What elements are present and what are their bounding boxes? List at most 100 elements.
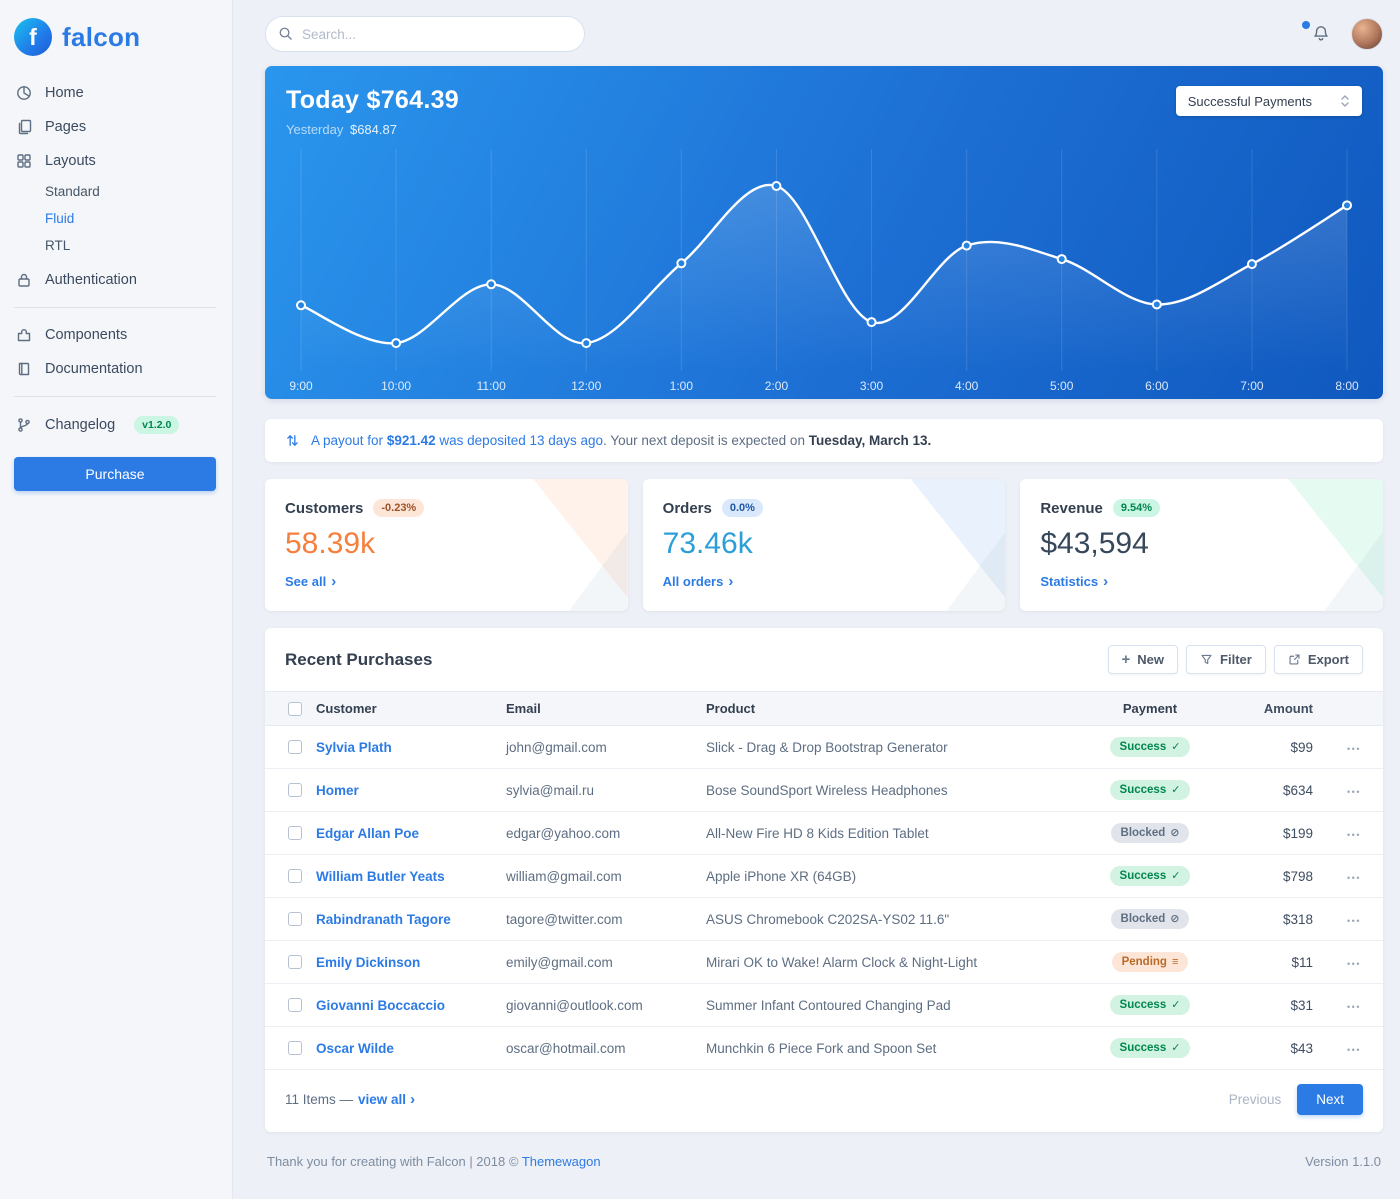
- customers-link[interactable]: See all ›: [285, 573, 337, 590]
- row-actions-button[interactable]: •••: [1347, 786, 1361, 797]
- row-checkbox[interactable]: [288, 869, 302, 883]
- customers-title: Customers: [285, 499, 364, 517]
- row-actions-button[interactable]: •••: [1347, 958, 1361, 969]
- row-actions-button[interactable]: •••: [1347, 1044, 1361, 1055]
- search-input[interactable]: [265, 16, 585, 52]
- amount-cell: $31: [1230, 983, 1325, 1027]
- footer-version: Version 1.1.0: [1305, 1154, 1381, 1169]
- revenue-title: Revenue: [1040, 499, 1103, 517]
- yesterday-label: Yesterday: [286, 122, 344, 137]
- row-checkbox[interactable]: [288, 826, 302, 840]
- customer-link[interactable]: Edgar Allan Poe: [316, 825, 420, 841]
- exchange-arrows-icon: [285, 433, 300, 448]
- amount-cell: $43: [1230, 1026, 1325, 1070]
- row-checkbox[interactable]: [288, 783, 302, 797]
- svg-text:10:00: 10:00: [381, 379, 411, 393]
- customers-card: Customers -0.23% 58.39k See all ›: [265, 479, 628, 611]
- sidebar-item-pages[interactable]: Pages: [14, 110, 216, 144]
- payout-link[interactable]: A payout for $921.42 was deposited 13 da…: [311, 433, 604, 448]
- orders-delta-badge: 0.0%: [721, 499, 763, 517]
- yesterday-total: Yesterday $684.87: [286, 122, 459, 137]
- sidebar-item-standard[interactable]: Standard: [45, 184, 100, 199]
- customer-link[interactable]: William Butler Yeats: [316, 868, 445, 884]
- search-icon: [278, 26, 293, 41]
- row-actions-button[interactable]: •••: [1347, 1001, 1361, 1012]
- export-button[interactable]: Export: [1273, 645, 1363, 674]
- row-actions-button[interactable]: •••: [1347, 743, 1361, 754]
- pages-icon: [16, 119, 32, 135]
- select-all-checkbox[interactable]: [288, 701, 302, 716]
- email-cell: tagore@twitter.com: [494, 897, 694, 941]
- payment-badge: Success ✓: [1109, 1038, 1191, 1058]
- falcon-logo[interactable]: f falcon: [14, 12, 216, 76]
- row-checkbox[interactable]: [288, 1041, 302, 1055]
- chart-header: Today $764.39 Yesterday $684.87 Successf…: [265, 84, 1383, 137]
- sidebar-item-rtl[interactable]: RTL: [45, 238, 71, 253]
- column-header-payment: Payment: [1070, 691, 1230, 726]
- product-cell: Mirari OK to Wake! Alarm Clock & Night-L…: [694, 940, 1070, 984]
- product-cell: Apple iPhone XR (64GB): [694, 854, 1070, 898]
- sidebar-item-fluid[interactable]: Fluid: [45, 211, 75, 226]
- sidebar-item-authentication[interactable]: Authentication: [14, 263, 216, 297]
- export-icon: [1288, 653, 1301, 666]
- next-button[interactable]: Next: [1297, 1084, 1363, 1115]
- logo-letter: f: [29, 23, 37, 50]
- amount-cell: $99: [1230, 725, 1325, 769]
- row-checkbox[interactable]: [288, 740, 302, 754]
- page-footer: Thank you for creating with Falcon | 201…: [265, 1132, 1383, 1199]
- amount-cell: $199: [1230, 811, 1325, 855]
- orders-link[interactable]: All orders ›: [662, 573, 734, 590]
- check-icon: ✓: [1171, 869, 1181, 882]
- today-total: Today $764.39: [286, 86, 459, 114]
- grid-icon: [16, 153, 32, 169]
- sidebar-item-home[interactable]: Home: [14, 76, 216, 110]
- payment-badge: Success ✓: [1109, 780, 1191, 800]
- row-checkbox[interactable]: [288, 998, 302, 1012]
- customer-link[interactable]: Sylvia Plath: [316, 739, 392, 755]
- row-actions-button[interactable]: •••: [1347, 915, 1361, 926]
- sidebar-item-components[interactable]: Components: [14, 318, 216, 352]
- email-cell: oscar@hotmail.com: [494, 1026, 694, 1070]
- sidebar-item-documentation[interactable]: Documentation: [14, 352, 216, 386]
- payments-filter-select[interactable]: Successful Payments: [1175, 86, 1362, 116]
- customer-link[interactable]: Emily Dickinson: [316, 954, 421, 970]
- view-all-link[interactable]: view all ›: [358, 1091, 416, 1108]
- product-cell: Munchkin 6 Piece Fork and Spoon Set: [694, 1026, 1070, 1070]
- table-footer: 11 Items — view all › Previous Next: [265, 1070, 1383, 1132]
- row-actions-button[interactable]: •••: [1347, 872, 1361, 883]
- new-button[interactable]: + New: [1107, 645, 1179, 674]
- row-checkbox[interactable]: [288, 955, 302, 969]
- purchase-button[interactable]: Purchase: [14, 457, 216, 491]
- footer-credit: Thank you for creating with Falcon | 201…: [267, 1154, 601, 1169]
- themewagon-link[interactable]: Themewagon: [521, 1154, 601, 1169]
- svg-text:11:00: 11:00: [477, 379, 506, 393]
- customer-link[interactable]: Oscar Wilde: [316, 1040, 394, 1056]
- row-actions-button[interactable]: •••: [1347, 829, 1361, 840]
- product-cell: All-New Fire HD 8 Kids Edition Tablet: [694, 811, 1070, 855]
- payment-badge: Blocked ⊘: [1110, 909, 1190, 929]
- orders-title: Orders: [662, 499, 712, 517]
- chevron-right-icon: ›: [728, 573, 734, 590]
- row-checkbox[interactable]: [288, 912, 302, 926]
- customer-link[interactable]: Rabindranath Tagore: [316, 911, 451, 927]
- search-box: [265, 16, 585, 52]
- notifications-bell-icon[interactable]: [1302, 21, 1331, 44]
- sort-icon: [1340, 93, 1350, 109]
- sidebar-item-changelog[interactable]: Changelog v1.2.0: [14, 407, 216, 443]
- layouts-submenu: Standard Fluid RTL: [14, 178, 216, 263]
- previous-button[interactable]: Previous: [1228, 1092, 1282, 1107]
- check-icon: ✓: [1171, 740, 1181, 753]
- revenue-link[interactable]: Statistics ›: [1040, 573, 1109, 590]
- customer-link[interactable]: Giovanni Boccaccio: [316, 997, 446, 1013]
- sidebar-item-layouts[interactable]: Layouts: [14, 144, 216, 178]
- customer-link[interactable]: Homer: [316, 782, 359, 798]
- svg-text:5:00: 5:00: [1050, 379, 1074, 393]
- product-cell: Bose SoundSport Wireless Headphones: [694, 768, 1070, 812]
- product-cell: Slick - Drag & Drop Bootstrap Generator: [694, 725, 1070, 769]
- code-branch-icon: [16, 417, 32, 433]
- payments-filter-value: Successful Payments: [1187, 93, 1312, 109]
- email-cell: edgar@yahoo.com: [494, 811, 694, 855]
- avatar[interactable]: [1351, 18, 1383, 50]
- filter-button[interactable]: Filter: [1186, 645, 1266, 674]
- email-cell: emily@gmail.com: [494, 940, 694, 984]
